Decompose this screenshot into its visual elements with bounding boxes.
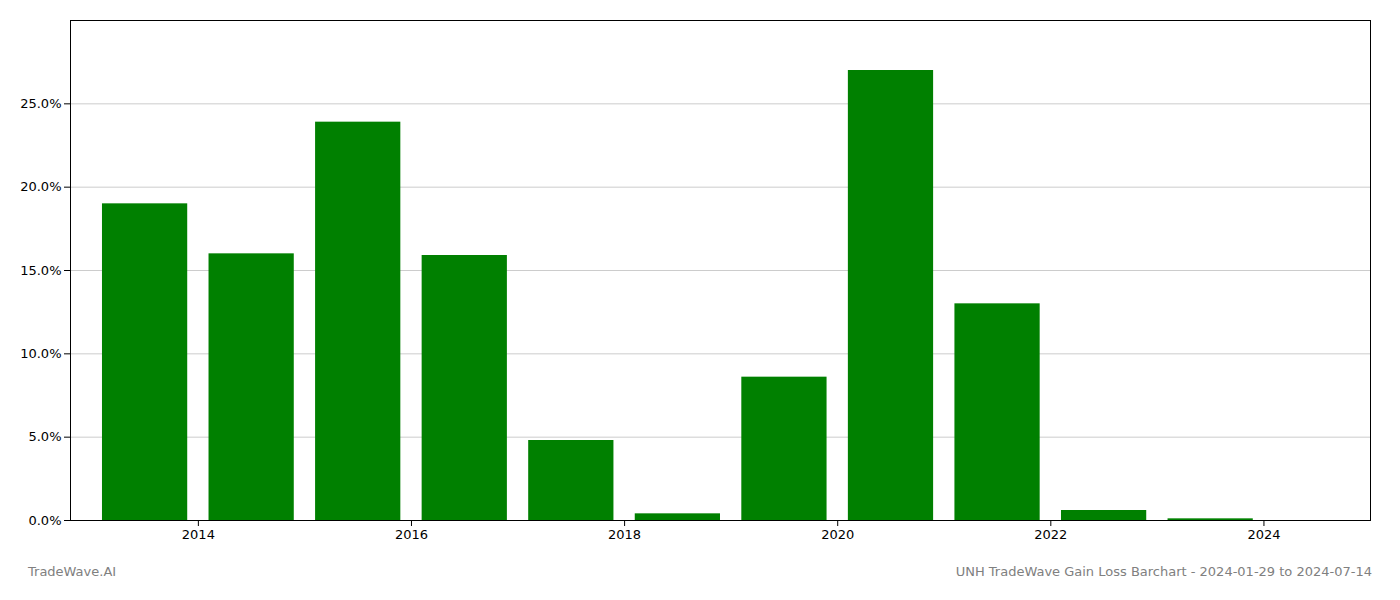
svg-text:15.0%: 15.0% bbox=[20, 263, 61, 278]
svg-text:25.0%: 25.0% bbox=[20, 96, 61, 111]
svg-text:2024: 2024 bbox=[1247, 527, 1280, 542]
html-text:UNH TradeWave Gain Loss Barcha: UNH TradeWave Gain Loss Barchart - 2024-… bbox=[955, 564, 1372, 579]
svg-text:2018: 2018 bbox=[608, 527, 641, 542]
svg-text:2016: 2016 bbox=[395, 527, 428, 542]
svg-text:0.0%: 0.0% bbox=[28, 513, 61, 528]
svg-text:5.0%: 5.0% bbox=[28, 429, 61, 444]
svg-text:2022: 2022 bbox=[1034, 527, 1067, 542]
svg-text:2020: 2020 bbox=[821, 527, 854, 542]
html-text:TradeWave.AI: TradeWave.AI bbox=[28, 564, 117, 579]
svg-text:10.0%: 10.0% bbox=[20, 346, 61, 361]
svg-text:20.0%: 20.0% bbox=[20, 179, 61, 194]
svg-text:2014: 2014 bbox=[182, 527, 215, 542]
